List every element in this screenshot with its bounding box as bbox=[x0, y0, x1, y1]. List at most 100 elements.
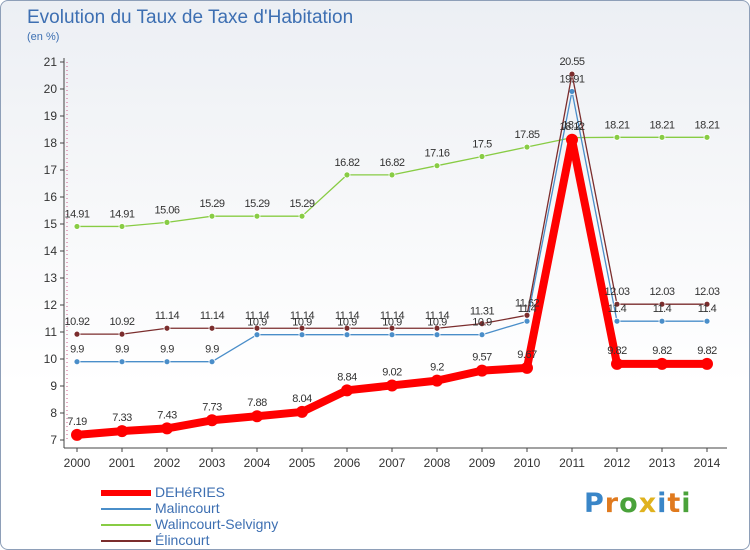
x-tick-label: 2013 bbox=[649, 456, 676, 470]
data-point-deheries bbox=[296, 405, 308, 418]
data-label-elincourt: 11.31 bbox=[470, 306, 495, 318]
data-label-malincourt: 10.9 bbox=[292, 317, 312, 329]
data-point-deheries bbox=[386, 379, 398, 392]
data-point-elincourt bbox=[388, 324, 396, 332]
data-point-elincourt bbox=[208, 324, 216, 332]
data-point-deheries bbox=[521, 361, 533, 374]
y-tick-label: 18 bbox=[44, 136, 58, 150]
y-tick-label: 13 bbox=[44, 271, 58, 285]
legend-label-malincourt: Malincourt bbox=[155, 500, 220, 516]
x-tick-label: 2008 bbox=[424, 456, 451, 470]
legend-label-elincourt: Élincourt bbox=[155, 532, 210, 548]
x-tick-label: 2005 bbox=[289, 456, 316, 470]
proxiti-logo: Proxiti bbox=[584, 488, 692, 519]
logo-letter: i bbox=[681, 488, 692, 519]
data-label-walincourt-selvigny: 15.29 bbox=[289, 198, 314, 210]
data-point-malincourt bbox=[118, 358, 126, 366]
data-point-malincourt bbox=[388, 331, 396, 339]
data-point-malincourt bbox=[478, 331, 486, 339]
data-point-malincourt bbox=[208, 358, 216, 366]
data-label-elincourt: 11.14 bbox=[425, 310, 450, 322]
x-tick-label: 2006 bbox=[334, 456, 361, 470]
y-tick-label: 16 bbox=[44, 190, 58, 204]
y-tick-label: 11 bbox=[45, 325, 58, 339]
data-point-walincourt-selvigny bbox=[208, 212, 216, 220]
data-label-malincourt: 11.4 bbox=[653, 303, 672, 315]
data-point-malincourt bbox=[523, 317, 531, 325]
data-point-deheries bbox=[701, 357, 713, 370]
x-tick-label: 2014 bbox=[694, 456, 721, 470]
data-label-deheries: 7.88 bbox=[247, 397, 267, 409]
data-label-deheries: 9.82 bbox=[697, 345, 717, 357]
data-point-walincourt-selvigny bbox=[73, 223, 81, 230]
x-tick-label: 2003 bbox=[199, 456, 226, 470]
data-label-deheries: 9.57 bbox=[472, 352, 492, 364]
data-point-walincourt-selvigny bbox=[433, 162, 441, 170]
data-point-elincourt bbox=[118, 330, 126, 338]
data-point-elincourt bbox=[253, 324, 261, 332]
data-point-deheries bbox=[476, 364, 488, 377]
data-point-malincourt bbox=[433, 331, 441, 339]
data-label-walincourt-selvigny: 18.21 bbox=[649, 119, 674, 131]
data-label-malincourt: 10.9 bbox=[427, 317, 447, 329]
data-point-deheries bbox=[71, 428, 83, 441]
data-label-elincourt: 10.92 bbox=[109, 316, 134, 328]
data-label-deheries: 9.82 bbox=[607, 345, 627, 357]
data-point-walincourt-selvigny bbox=[613, 133, 621, 141]
y-tick-label: 7 bbox=[50, 433, 57, 447]
legend-label-walincourt-selvigny: Walincourt-Selvigny bbox=[155, 516, 279, 532]
legend-swatch-deheries bbox=[101, 490, 151, 496]
data-label-walincourt-selvigny: 18.2 bbox=[562, 120, 582, 132]
data-point-elincourt bbox=[568, 70, 576, 78]
logo-letter: t bbox=[667, 488, 682, 519]
data-point-elincourt bbox=[298, 324, 306, 332]
x-tick-label: 2001 bbox=[109, 456, 136, 470]
data-point-walincourt-selvigny bbox=[253, 212, 261, 220]
data-point-deheries bbox=[161, 422, 173, 435]
data-point-elincourt bbox=[73, 330, 81, 338]
data-label-walincourt-selvigny: 17.85 bbox=[514, 129, 539, 141]
data-label-elincourt: 20.55 bbox=[559, 56, 584, 68]
logo-letter: o bbox=[619, 488, 639, 519]
data-label-walincourt-selvigny: 18.21 bbox=[694, 119, 719, 131]
logo-letter: r bbox=[604, 488, 620, 519]
data-label-deheries: 8.04 bbox=[292, 393, 312, 405]
unit-label: (en %) bbox=[27, 31, 60, 43]
data-label-walincourt-selvigny: 16.82 bbox=[379, 157, 404, 169]
data-label-malincourt: 11.4 bbox=[518, 303, 537, 315]
x-tick-label: 2004 bbox=[244, 456, 271, 470]
data-point-malincourt bbox=[343, 331, 351, 339]
data-label-deheries: 18.12 bbox=[559, 121, 584, 133]
y-tick-label: 14 bbox=[44, 244, 58, 258]
data-label-deheries: 9.67 bbox=[517, 349, 537, 361]
y-tick-label: 17 bbox=[44, 163, 58, 177]
data-label-elincourt: 12.03 bbox=[649, 286, 674, 298]
data-label-malincourt: 10.9 bbox=[472, 317, 492, 329]
y-tick-label: 19 bbox=[44, 109, 58, 123]
data-label-elincourt: 11.14 bbox=[155, 310, 180, 322]
data-point-deheries bbox=[656, 357, 668, 370]
y-tick-label: 8 bbox=[50, 406, 57, 420]
data-point-walincourt-selvigny bbox=[343, 171, 351, 179]
legend-swatch-walincourt-selvigny bbox=[101, 524, 151, 526]
data-label-walincourt-selvigny: 14.91 bbox=[109, 208, 134, 220]
x-tick-label: 2000 bbox=[64, 456, 91, 470]
data-point-walincourt-selvigny bbox=[163, 218, 171, 226]
data-point-walincourt-selvigny bbox=[388, 171, 396, 179]
y-tick-label: 21 bbox=[44, 55, 58, 69]
data-label-deheries: 8.84 bbox=[337, 371, 357, 383]
chart-title: Evolution du Taux de Taxe d'Habitation bbox=[27, 7, 354, 28]
data-point-deheries bbox=[116, 425, 128, 438]
data-point-malincourt bbox=[658, 317, 666, 325]
data-label-elincourt: 11.14 bbox=[200, 310, 225, 322]
data-point-walincourt-selvigny bbox=[298, 212, 306, 220]
data-point-deheries bbox=[206, 414, 218, 427]
data-point-malincourt bbox=[163, 358, 171, 366]
data-point-walincourt-selvigny bbox=[478, 153, 486, 160]
data-label-malincourt: 10.9 bbox=[337, 317, 357, 329]
logo-letter: P bbox=[584, 488, 605, 519]
data-label-malincourt: 19.91 bbox=[559, 73, 584, 85]
x-tick-label: 2012 bbox=[604, 456, 631, 470]
data-point-malincourt bbox=[73, 358, 81, 366]
